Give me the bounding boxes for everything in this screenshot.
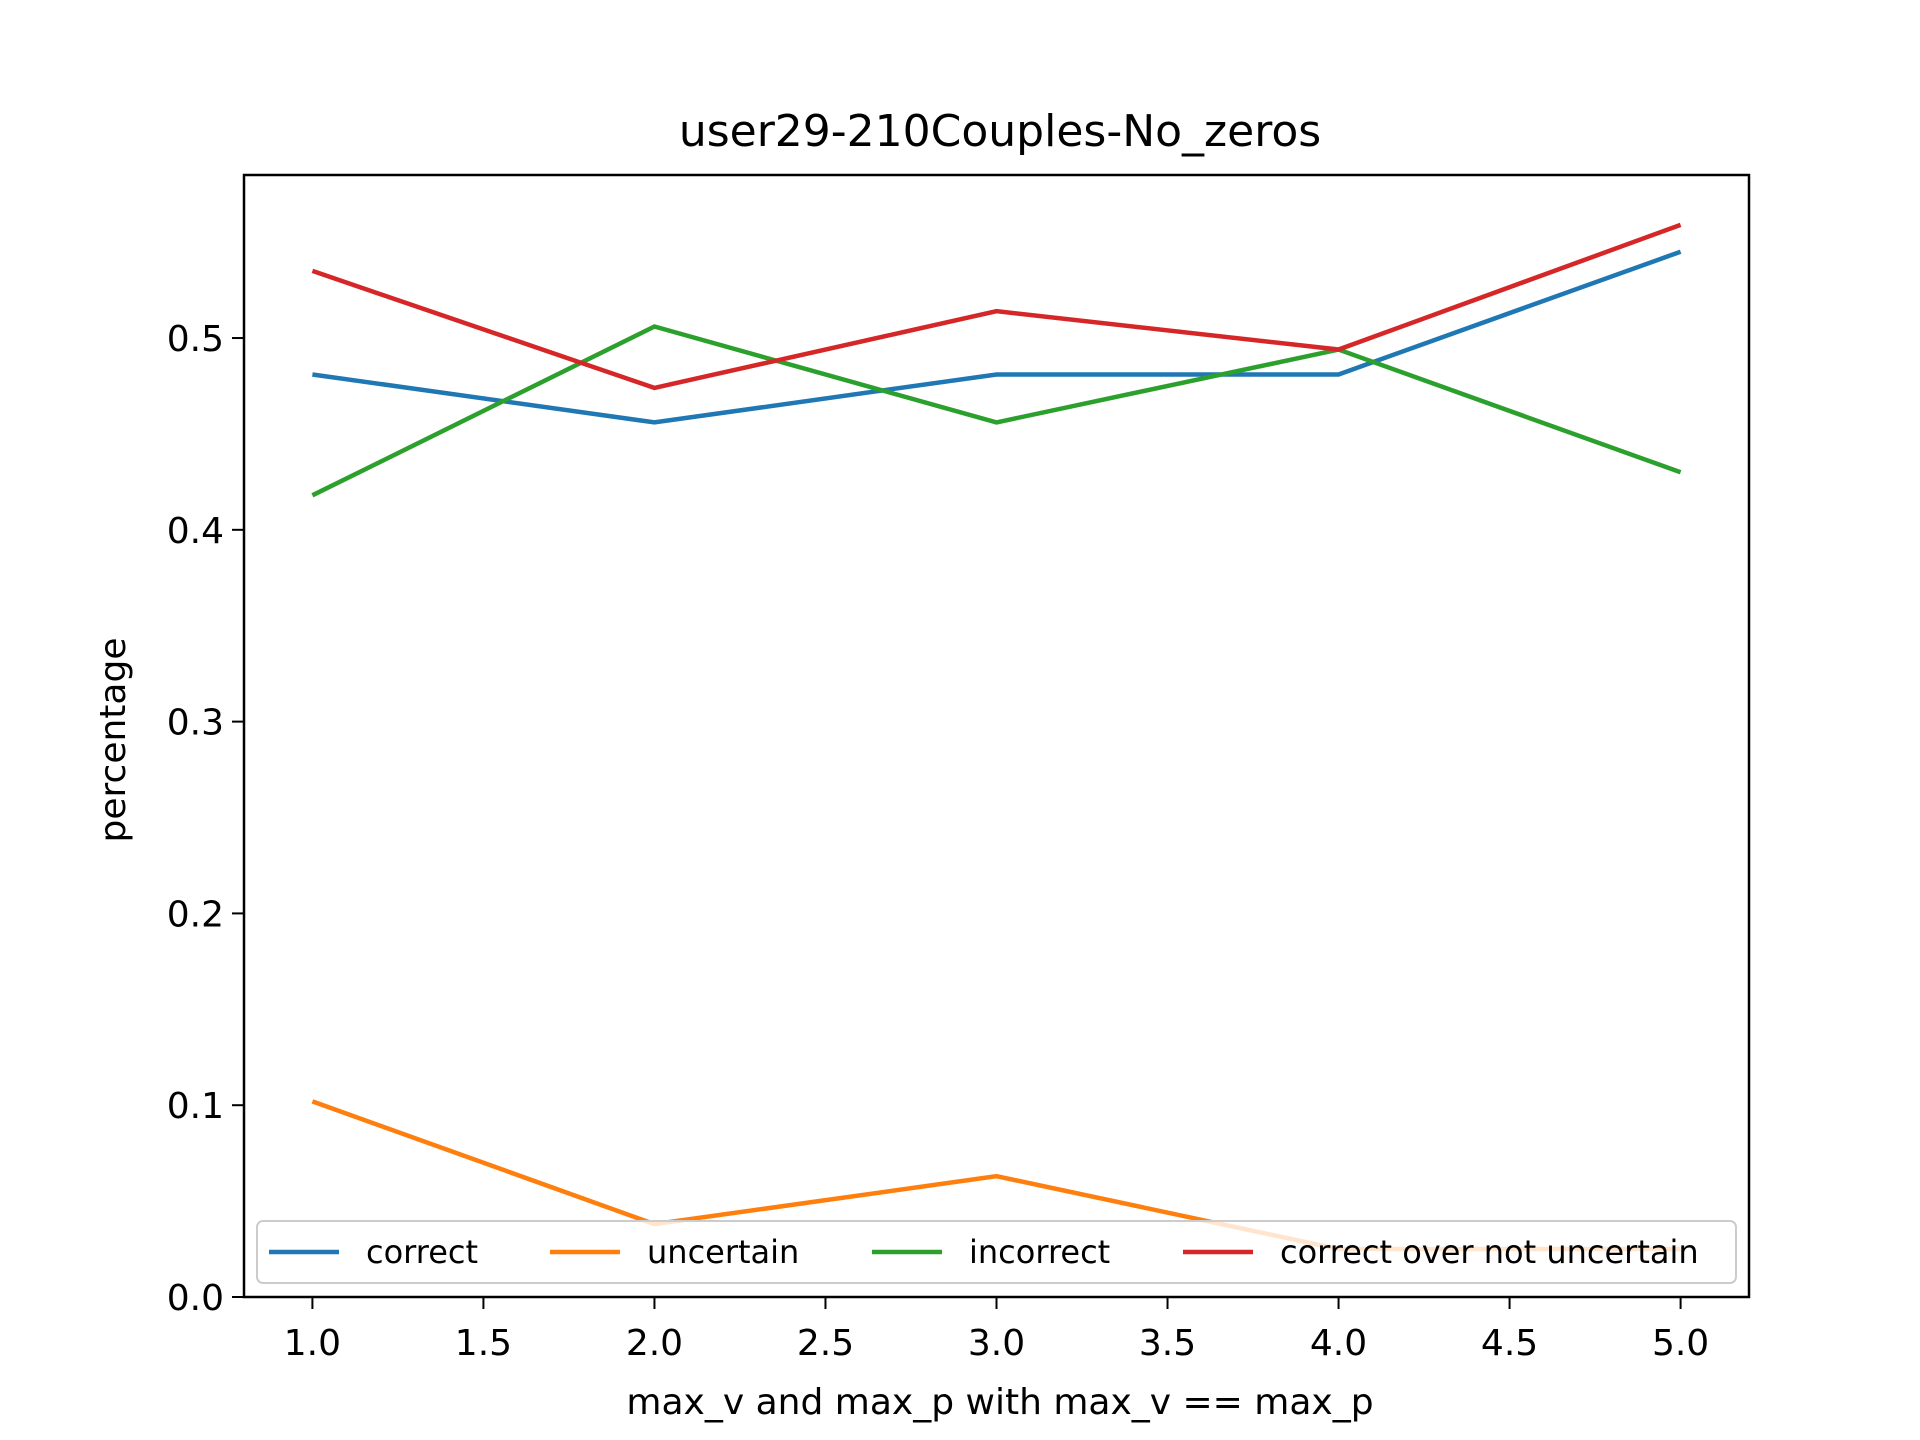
legend-label-2: incorrect — [969, 1233, 1110, 1271]
y-tick-label: 0.2 — [167, 894, 224, 935]
y-tick-label: 0.0 — [167, 1278, 224, 1319]
x-tick-label: 1.0 — [284, 1323, 341, 1364]
series-line-2 — [311, 324, 1682, 498]
x-tick-label: 3.0 — [968, 1323, 1025, 1364]
y-axis-label: percentage — [93, 638, 134, 843]
x-tick-label: 4.5 — [1481, 1323, 1538, 1364]
legend-label-0: correct — [366, 1233, 478, 1271]
legend-label-3: correct over not uncertain — [1280, 1233, 1699, 1271]
x-tick-label: 5.0 — [1652, 1323, 1709, 1364]
x-tick-label: 1.5 — [455, 1323, 512, 1364]
chart-title: user29-210Couples-No_zeros — [679, 106, 1321, 157]
legend-box — [256, 1220, 1737, 1284]
y-tick-label: 0.3 — [167, 703, 224, 744]
legend-label-1: uncertain — [647, 1233, 799, 1271]
x-tick-label: 4.0 — [1310, 1323, 1367, 1364]
x-axis-label: max_v and max_p with max_v == max_p — [626, 1382, 1373, 1423]
series-line-0 — [312, 249, 1682, 425]
y-axis: 0.0 0.1 0.2 0.3 0.4 0.5 — [167, 319, 244, 1319]
legend: correct uncertain incorrect correct over no… — [256, 1220, 1737, 1284]
y-tick-label: 0.1 — [167, 1086, 224, 1127]
series-line-3 — [311, 222, 1682, 391]
plot-area — [242, 173, 1751, 1299]
plot-frame — [242, 173, 1751, 1299]
y-tick-label: 0.5 — [167, 319, 224, 360]
y-tick-label: 0.4 — [167, 511, 224, 552]
x-axis: 1.0 1.5 2.0 2.5 3.0 3.5 4.0 4.5 5.0 — [284, 1297, 1709, 1364]
x-tick-label: 2.0 — [626, 1323, 683, 1364]
x-tick-label: 2.5 — [797, 1323, 854, 1364]
x-tick-label: 3.5 — [1139, 1323, 1196, 1364]
